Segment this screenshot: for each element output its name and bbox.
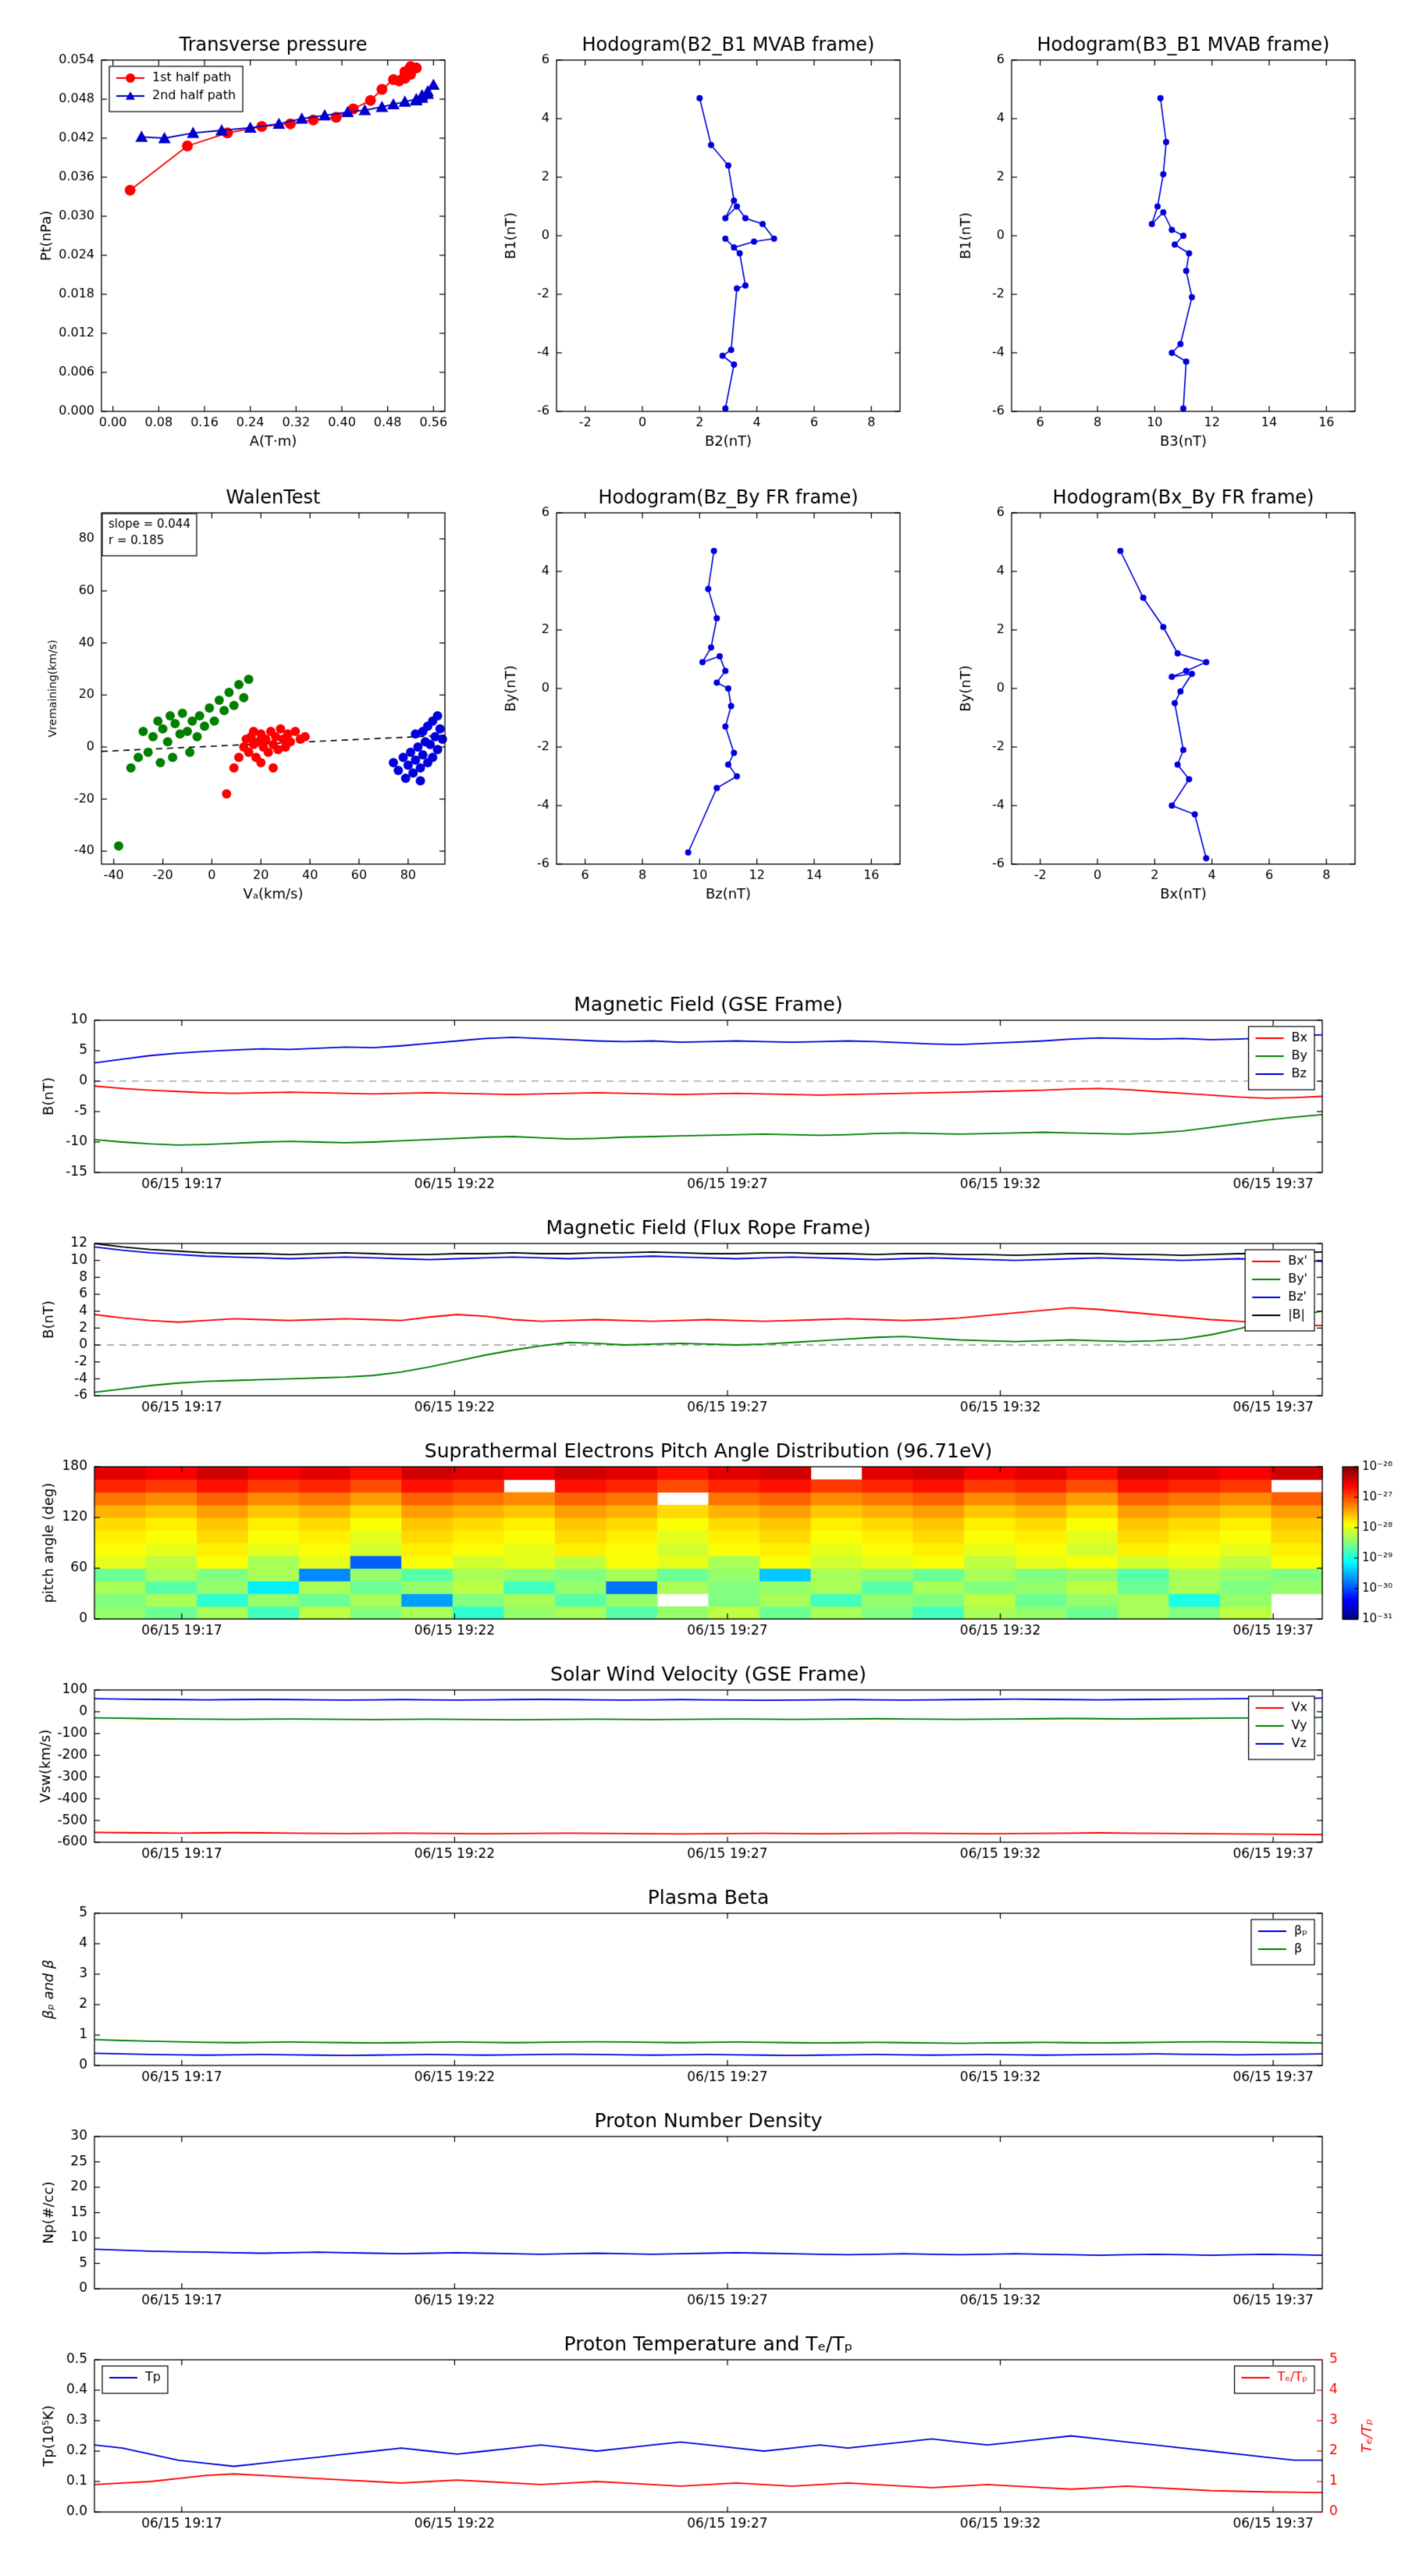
chart-solar-wind-velocity (23, 1647, 1382, 1870)
chart-plasma-beta (23, 1870, 1382, 2094)
chart-proton-temperature (23, 2317, 1382, 2540)
chart-electron-pitch-angle-heatmap (23, 1424, 1405, 1647)
chart-walen-test (27, 472, 468, 909)
chart-transverse-pressure (27, 20, 468, 457)
chart-proton-number-density (23, 2094, 1382, 2317)
chart-hodogram-bz-by (482, 472, 923, 909)
chart-hodogram-b3-b1 (937, 20, 1378, 457)
chart-hodogram-b2-b1 (482, 20, 923, 457)
chart-magnetic-field-gse (23, 977, 1382, 1201)
chart-magnetic-field-flux-rope (23, 1201, 1382, 1424)
chart-hodogram-bx-by (937, 472, 1378, 909)
